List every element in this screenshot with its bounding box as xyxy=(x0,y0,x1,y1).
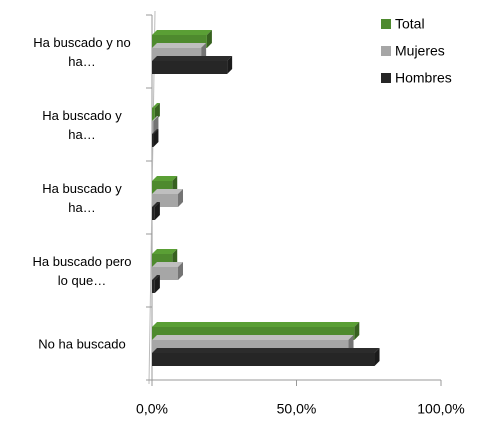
y-tick-label: Ha buscado pero lo que… xyxy=(32,253,132,288)
bar-top xyxy=(152,116,159,121)
bar-side xyxy=(206,30,212,48)
bar-top xyxy=(152,30,212,35)
bar-front xyxy=(152,207,155,220)
bar-top xyxy=(152,249,178,254)
bar-top xyxy=(152,129,159,134)
legend-label: Total xyxy=(395,16,425,32)
y-tick-label: Ha buscado y no ha… xyxy=(33,34,131,69)
bar-side xyxy=(178,262,184,280)
bar-top xyxy=(152,202,160,207)
bar-side xyxy=(374,348,380,366)
bar-side xyxy=(153,129,159,147)
bar-top xyxy=(152,176,178,181)
bar-front xyxy=(152,121,154,134)
legend-swatch xyxy=(381,46,391,56)
bar xyxy=(152,56,233,74)
bar-side xyxy=(154,103,160,121)
bar-front xyxy=(152,353,375,366)
bar xyxy=(152,348,380,366)
y-tick-label: No ha buscado xyxy=(38,336,126,351)
y-tick-label: Ha buscado y ha… xyxy=(42,180,122,215)
bar xyxy=(152,202,160,220)
bar-top xyxy=(152,275,160,280)
bar-top xyxy=(152,348,380,353)
legend-label: Hombres xyxy=(395,70,452,86)
bar-front xyxy=(152,108,155,121)
bar-side xyxy=(354,322,360,340)
legend-swatch xyxy=(381,73,391,83)
legend-label: Mujeres xyxy=(395,43,445,59)
bar-top xyxy=(152,43,207,48)
bar xyxy=(152,103,160,121)
y-tick-label: Ha buscado y ha… xyxy=(42,107,122,142)
x-tick-label: 0,0% xyxy=(136,401,168,417)
bar-top xyxy=(152,189,184,194)
bar-top xyxy=(152,335,354,340)
bar xyxy=(152,275,160,293)
bar-top xyxy=(152,322,360,327)
bar-front xyxy=(152,61,228,74)
bar-front xyxy=(152,134,154,147)
bar xyxy=(152,129,159,147)
x-tick-label: 100,0% xyxy=(417,401,464,417)
bar-top xyxy=(152,56,233,61)
bar-front xyxy=(152,280,155,293)
legend-swatch xyxy=(381,19,391,29)
x-tick-label: 50,0% xyxy=(277,401,317,417)
bar-top xyxy=(152,103,160,108)
bar-side xyxy=(154,202,160,220)
bar-top xyxy=(152,262,184,267)
bar-side xyxy=(154,275,160,293)
bar-side xyxy=(178,189,184,207)
bar-side xyxy=(227,56,233,74)
